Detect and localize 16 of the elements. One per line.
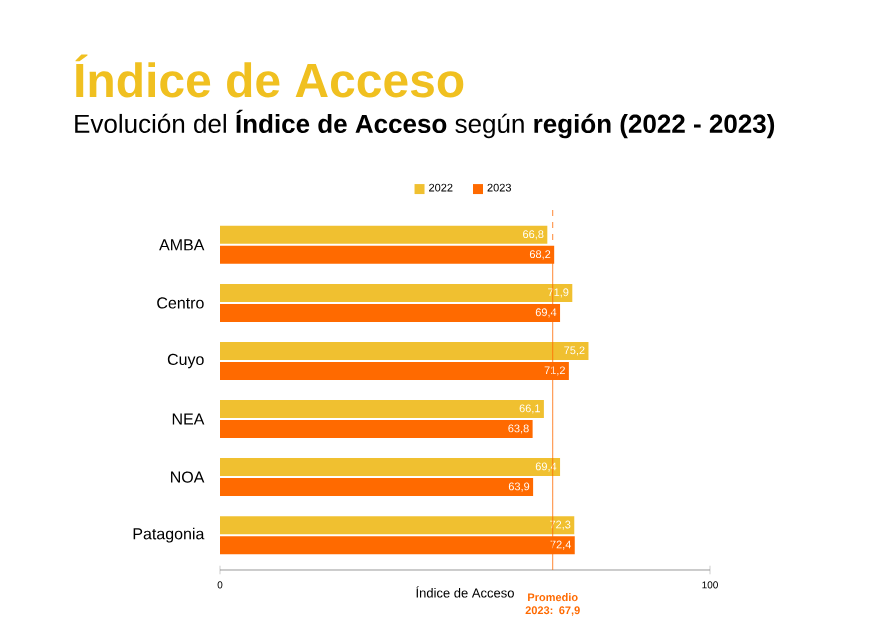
bar: [220, 225, 548, 244]
y-tick-label: Cuyo: [167, 353, 204, 369]
chart-subtitle: Evolución del Índice de Acceso según región (2022 - 2023): [75, 109, 775, 139]
y-tick-label: NEA: [172, 413, 205, 425]
bar: [220, 420, 533, 439]
y-tick-label: AMBA: [159, 239, 205, 251]
bar: [220, 478, 534, 497]
y-tick-label: Centro: [157, 297, 204, 309]
bar: [220, 516, 575, 535]
y-tick-label: NOA: [171, 471, 205, 483]
bar: [220, 400, 544, 419]
bar: [220, 341, 589, 360]
bar: [220, 283, 573, 302]
bar: [220, 458, 561, 477]
chart-title: Índice de Acceso: [75, 54, 464, 98]
y-tick-label: Patagonia: [133, 527, 205, 543]
